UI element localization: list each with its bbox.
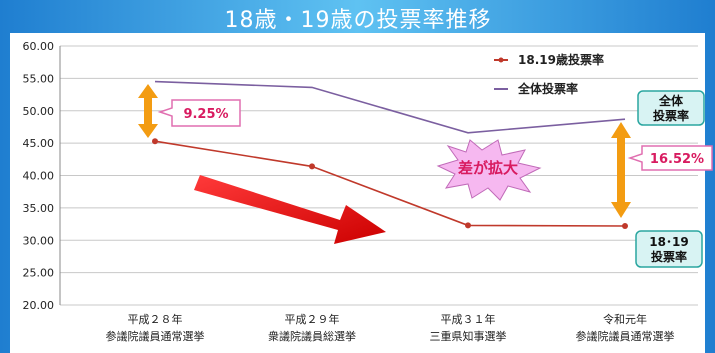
y-tick-label: 45.00 xyxy=(23,137,55,150)
data-point xyxy=(152,138,158,145)
y-tick-label: 35.00 xyxy=(23,202,55,215)
callout-total-line2: 投票率 xyxy=(653,108,689,123)
legend: 18.19歳投票率 全体投票率 xyxy=(494,52,604,96)
y-tick-label: 55.00 xyxy=(23,72,55,85)
callout-youth: 18･19 投票率 xyxy=(635,230,703,268)
gap-label-2016-text: 9.25% xyxy=(183,107,228,122)
gap-arrow-2019-shape xyxy=(611,122,631,218)
gap-label-2019-text: 16.52% xyxy=(650,152,704,167)
data-point xyxy=(465,222,471,229)
gap-arrow-2016 xyxy=(138,84,158,138)
y-tick-label: 50.00 xyxy=(23,105,55,118)
legend-label-total: 全体投票率 xyxy=(517,81,578,96)
gap-label-2019: 16.52% xyxy=(627,145,713,171)
x-tick-label: 平成２８年 xyxy=(128,312,183,326)
x-tick-label: 参議院議員通常選挙 xyxy=(106,329,205,343)
series-layer xyxy=(152,80,628,229)
series-line xyxy=(154,80,626,134)
x-tick-label: 平成２９年 xyxy=(285,312,340,326)
x-tick-label: 平成３１年 xyxy=(441,312,496,326)
chart-title: 18歳・19歳の投票率推移 xyxy=(225,8,492,33)
gap-arrow-2016-shape xyxy=(138,84,158,138)
callout-youth-line1: 18･19 xyxy=(649,235,688,249)
x-tick-label: 三重県知事選挙 xyxy=(430,329,507,343)
y-tick-label: 60.00 xyxy=(23,40,55,53)
callout-total-box xyxy=(637,90,705,126)
gap-label-2016: 9.25% xyxy=(157,99,241,127)
legend-label-youth: 18.19歳投票率 xyxy=(518,52,604,67)
y-tick-label: 30.00 xyxy=(23,234,55,247)
callout-youth-box xyxy=(635,230,703,268)
gap-widening-burst: 差が拡大 xyxy=(436,139,542,201)
callout-total-line1: 全体 xyxy=(658,93,684,108)
plot-panel xyxy=(10,33,705,353)
data-point xyxy=(309,163,315,170)
burst-text: 差が拡大 xyxy=(458,159,518,177)
y-tick-label: 20.00 xyxy=(23,299,55,312)
series-line xyxy=(154,140,626,227)
x-tick-label: 参議院議員通常選挙 xyxy=(576,329,675,343)
data-point xyxy=(622,223,628,229)
y-tick-label: 25.00 xyxy=(23,267,55,280)
burst-shape xyxy=(436,139,542,201)
gap-label-2019-box xyxy=(627,145,713,171)
callout-total: 全体 投票率 xyxy=(637,90,705,126)
gap-arrow-2019 xyxy=(611,122,631,218)
x-tick-label: 衆議院議員総選挙 xyxy=(268,329,356,343)
y-axis: 20.00 25.00 30.00 35.00 40.00 45.00 50.00 55.00… xyxy=(23,40,61,312)
y-tick-label: 40.00 xyxy=(23,170,55,183)
callout-youth-line2: 投票率 xyxy=(651,249,687,264)
x-tick-label: 令和元年 xyxy=(603,312,647,326)
gap-label-2016-box xyxy=(157,99,241,127)
trend-arrow xyxy=(194,175,386,244)
legend-marker-youth xyxy=(498,57,504,63)
